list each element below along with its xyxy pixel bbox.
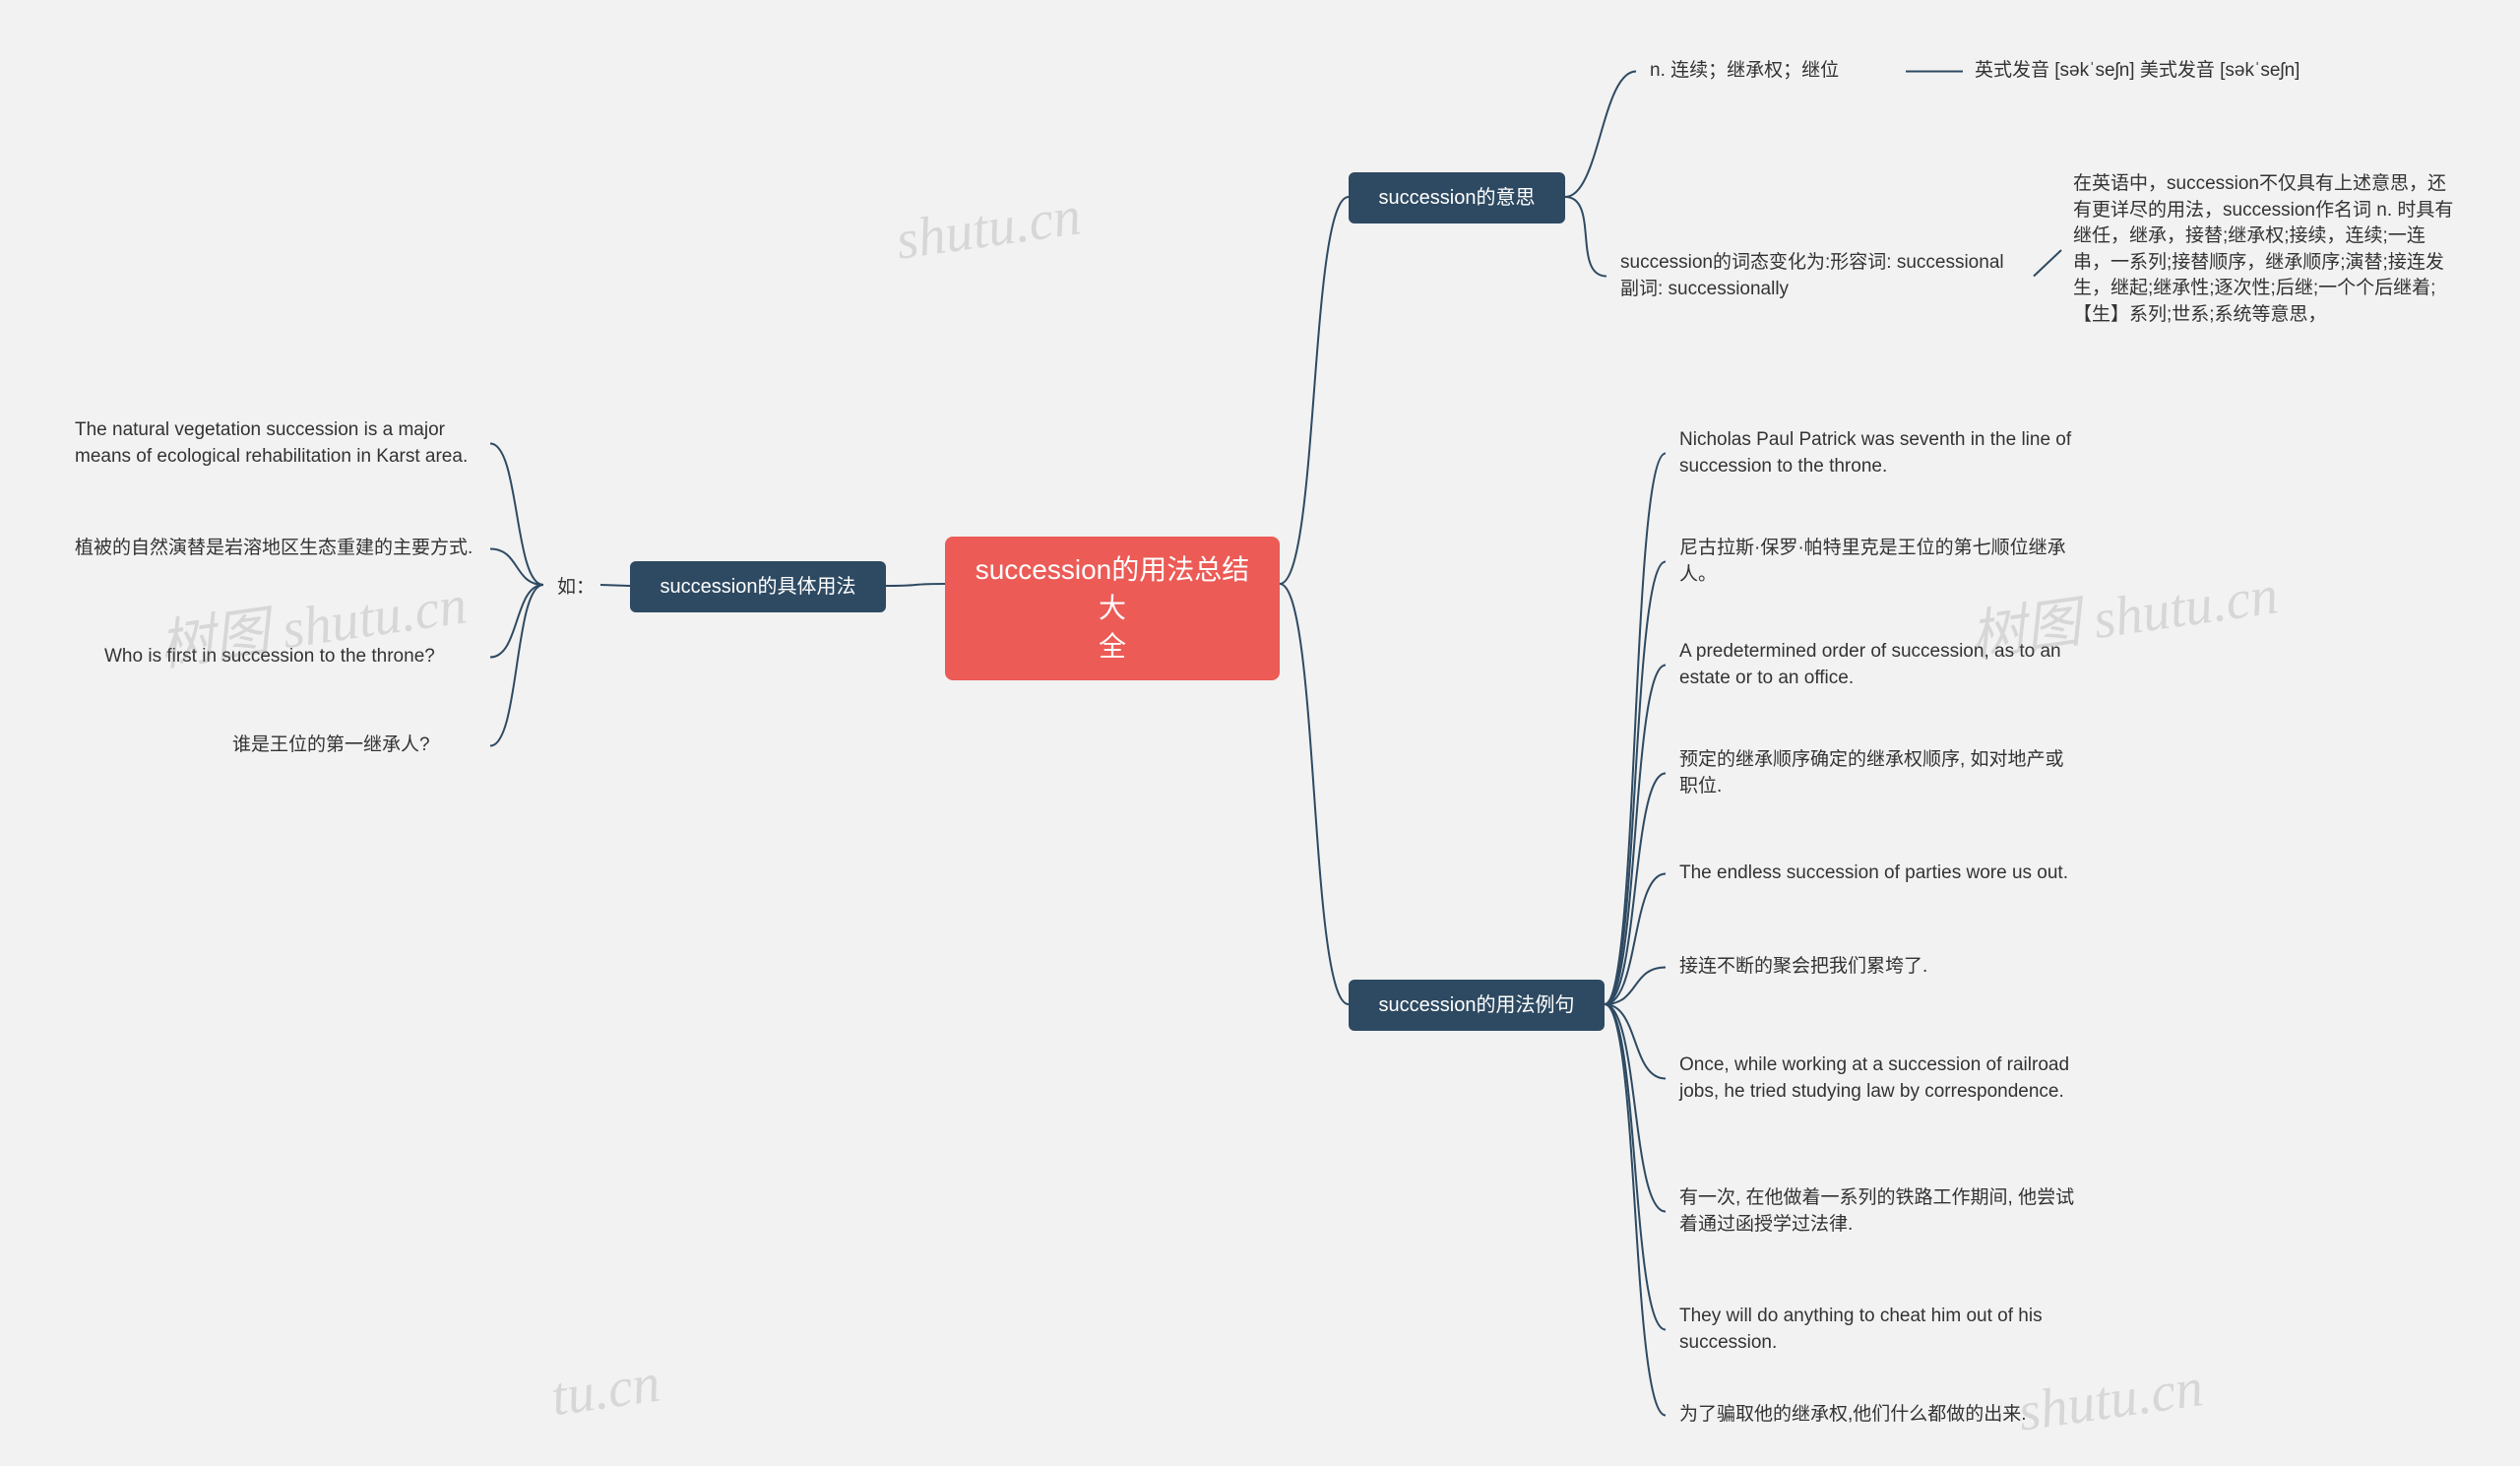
connector <box>1280 197 1349 584</box>
connector <box>1565 197 1606 277</box>
connector <box>1605 562 1666 1005</box>
branch-meaning: succession的意思 <box>1349 172 1565 223</box>
leaf-meaning-0: n. 连续；继承权；继位 <box>1644 54 1900 89</box>
leaf-usage-2: Who is first in succession to the throne… <box>98 640 482 674</box>
leaf-usage-0: The natural vegetation succession is a m… <box>69 414 482 474</box>
branch-usage: succession的具体用法 <box>630 561 886 612</box>
connector <box>490 549 543 586</box>
connector <box>1605 1004 1666 1330</box>
leaf-examples-0: Nicholas Paul Patrick was seventh in the… <box>1673 423 2087 483</box>
connector <box>490 585 543 658</box>
connector <box>490 444 543 586</box>
leaf-examples-8: They will do anything to cheat him out o… <box>1673 1300 2087 1360</box>
leaf-examples-1: 尼古拉斯·保罗·帕特里克是王位的第七顺位继承人。 <box>1673 532 2087 592</box>
watermark-3: tu.cn <box>547 1352 663 1430</box>
connector <box>1605 774 1666 1005</box>
leaf-examples-6: Once, while working at a succession of r… <box>1673 1049 2087 1109</box>
root-node: succession的用法总结大 全 <box>945 537 1280 680</box>
connector <box>1605 874 1666 1005</box>
leaf-examples-9: 为了骗取他的继承权,他们什么都做的出来. <box>1673 1398 2087 1433</box>
leaf-usage-1: 植被的自然演替是岩溶地区生态重建的主要方式. <box>69 532 482 566</box>
connector <box>490 585 543 746</box>
connector <box>1605 1004 1666 1416</box>
leaf-examples-2: A predetermined order of succession, as … <box>1673 635 2087 695</box>
connector <box>1280 584 1349 1004</box>
leaf-meaning-0-side: 英式发音 [səkˈseʃn] 美式发音 [səkˈseʃn] <box>1969 54 2382 89</box>
connector <box>886 584 945 586</box>
connector <box>1565 72 1636 198</box>
leaf-examples-4: The endless succession of parties wore u… <box>1673 857 2087 891</box>
connector <box>1605 666 1666 1005</box>
connector <box>1605 968 1666 1005</box>
connector <box>1605 1004 1666 1079</box>
mid-usage: 如： <box>551 571 610 606</box>
leaf-examples-5: 接连不断的聚会把我们累垮了. <box>1673 950 2087 985</box>
leaf-meaning-1: succession的词态变化为:形容词: successional 副词: s… <box>1614 246 2028 306</box>
leaf-examples-3: 预定的继承顺序确定的继承权顺序, 如对地产或职位. <box>1673 743 2087 803</box>
watermark-1: shutu.cn <box>892 184 1084 273</box>
connector <box>2034 250 2061 277</box>
connector <box>1605 1004 1666 1212</box>
leaf-usage-3: 谁是王位的第一继承人? <box>226 729 482 763</box>
leaf-meaning-1-side: 在英语中，succession不仅具有上述意思，还有更详尽的用法，success… <box>2067 167 2461 333</box>
leaf-examples-7: 有一次, 在他做着一系列的铁路工作期间, 他尝试着通过函授学过法律. <box>1673 1181 2087 1242</box>
branch-examples: succession的用法例句 <box>1349 980 1605 1031</box>
connector <box>1605 454 1666 1005</box>
mindmap-canvas: succession的用法总结大 全 succession的意思 n. 连续；继承权… <box>0 0 2520 1466</box>
